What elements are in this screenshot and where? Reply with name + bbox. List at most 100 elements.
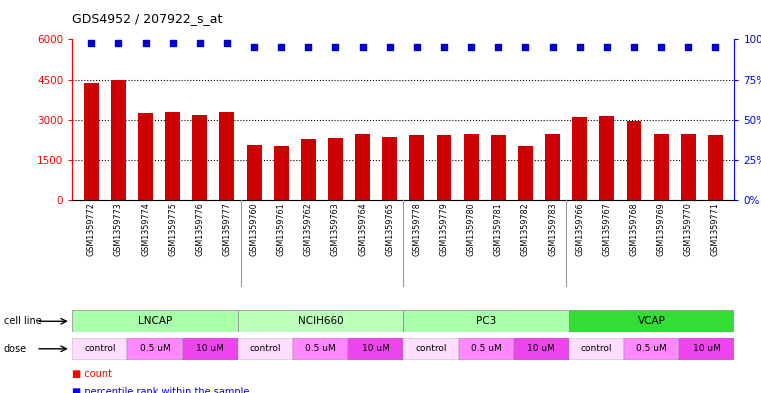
Bar [458,338,514,360]
Text: GSM1359774: GSM1359774 [141,202,150,256]
Text: 10 uM: 10 uM [196,344,224,353]
Point [411,44,423,50]
Text: GSM1359772: GSM1359772 [87,202,96,256]
Bar [84,83,99,200]
Point [357,44,369,50]
Point [655,44,667,50]
Bar [545,134,560,200]
Point [546,44,559,50]
Text: GSM1359760: GSM1359760 [250,202,259,256]
Bar [568,310,734,332]
Point [167,39,179,46]
Text: 0.5 uM: 0.5 uM [305,344,336,353]
Bar [349,338,403,360]
Bar [165,112,180,200]
Text: 10 uM: 10 uM [361,344,390,353]
Bar [72,338,128,360]
Bar [138,113,153,200]
Point [438,44,450,50]
Point [628,44,640,50]
Bar [409,136,425,200]
Point [519,44,531,50]
Bar [128,338,183,360]
Text: dose: dose [4,344,27,354]
Text: GSM1359777: GSM1359777 [222,202,231,256]
Bar [355,134,370,200]
Text: GSM1359778: GSM1359778 [412,202,422,256]
Bar [237,338,293,360]
Text: control: control [581,344,612,353]
Point [600,44,613,50]
Text: GSM1359768: GSM1359768 [629,202,638,256]
Bar [681,134,696,200]
Text: 0.5 uM: 0.5 uM [140,344,170,353]
Text: GSM1359766: GSM1359766 [575,202,584,256]
Text: GSM1359770: GSM1359770 [683,202,693,256]
Point [574,44,586,50]
Bar [328,138,343,200]
Text: GSM1359762: GSM1359762 [304,202,313,256]
Point [139,39,151,46]
Bar [111,79,126,200]
Bar [437,135,451,200]
Point [248,44,260,50]
Bar [600,116,614,200]
Text: 0.5 uM: 0.5 uM [471,344,501,353]
Bar [624,338,679,360]
Point [194,39,206,46]
Bar [708,135,723,200]
Bar [293,338,349,360]
Point [302,44,314,50]
Bar [237,310,403,332]
Point [221,39,233,46]
Point [113,39,125,46]
Bar [654,134,669,200]
Bar [568,338,624,360]
Text: GDS4952 / 207922_s_at: GDS4952 / 207922_s_at [72,12,223,25]
Point [384,44,396,50]
Bar [219,112,234,200]
Text: GSM1359783: GSM1359783 [548,202,557,256]
Text: GSM1359775: GSM1359775 [168,202,177,256]
Text: control: control [250,344,281,353]
Bar [274,146,288,200]
Text: GSM1359776: GSM1359776 [196,202,204,256]
Bar [247,145,262,200]
Bar [301,139,316,200]
Text: PC3: PC3 [476,316,496,326]
Text: control: control [84,344,116,353]
Text: GSM1359773: GSM1359773 [114,202,123,256]
Point [492,44,505,50]
Text: GSM1359767: GSM1359767 [603,202,611,256]
Text: GSM1359761: GSM1359761 [277,202,285,256]
Text: 0.5 uM: 0.5 uM [636,344,667,353]
Bar [679,338,734,360]
Text: GSM1359769: GSM1359769 [657,202,666,256]
Bar [463,134,479,200]
Text: GSM1359765: GSM1359765 [385,202,394,256]
Point [85,39,97,46]
Text: GSM1359771: GSM1359771 [711,202,720,256]
Text: ■ count: ■ count [72,369,113,379]
Bar [518,146,533,200]
Bar [514,338,568,360]
Point [330,44,342,50]
Point [275,44,288,50]
Text: cell line: cell line [4,316,42,326]
Bar [626,121,642,200]
Text: GSM1359779: GSM1359779 [440,202,448,256]
Text: 10 uM: 10 uM [693,344,721,353]
Text: GSM1359764: GSM1359764 [358,202,367,256]
Bar [382,136,397,200]
Text: control: control [416,344,447,353]
Bar [193,115,207,200]
Bar [72,310,237,332]
Text: ■ percentile rank within the sample: ■ percentile rank within the sample [72,387,250,393]
Text: GSM1359780: GSM1359780 [466,202,476,256]
Point [465,44,477,50]
Bar [183,338,237,360]
Point [709,44,721,50]
Text: NCIH660: NCIH660 [298,316,343,326]
Text: LNCAP: LNCAP [138,316,172,326]
Bar [403,310,568,332]
